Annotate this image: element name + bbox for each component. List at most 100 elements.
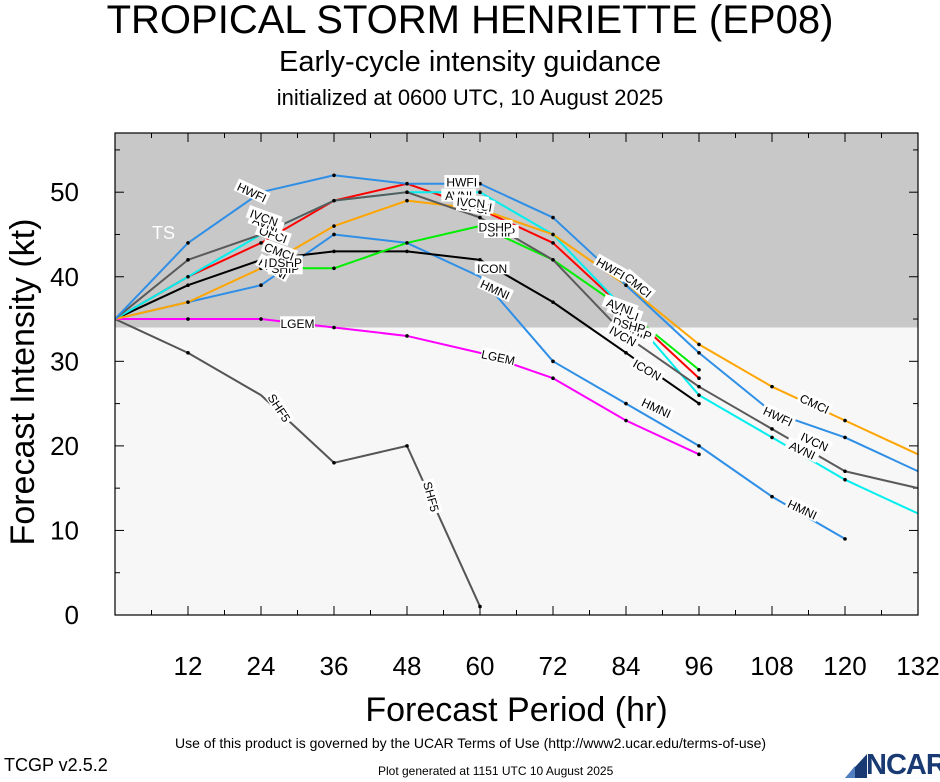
data-point [843,418,847,423]
data-point [186,274,190,279]
series-label-box [610,313,648,336]
y-tick-label: 50 [50,177,79,207]
data-point [332,224,336,228]
data-point [259,283,263,288]
series-label-box [479,346,517,367]
series-label-hwfi: HWFI [444,175,480,190]
data-point [405,249,409,254]
x-tick-label: 84 [612,651,641,681]
data-point [405,198,409,203]
series-label-lgem: LGEM [280,316,315,331]
chart-subtitle: Early-cycle intensity guidance [278,46,661,78]
data-point [697,401,701,406]
chart-init-time: initialized at 0600 UTC, 10 August 2025 [276,85,664,110]
series-line-cmci [114,199,919,456]
data-point [478,604,482,609]
generated-time: Plot generated at 1151 UTC 10 August 202… [378,764,614,778]
data-point [843,435,847,440]
plot-frame [114,132,919,616]
data-point [697,452,701,457]
x-tick-label: 120 [823,651,866,681]
x-tick-label: 132 [896,651,939,681]
series-label-dshp: DSHP [477,219,513,234]
data-point [186,317,190,321]
series-label-box [784,436,822,463]
ncar-logo: NCAR [866,749,940,781]
series-line-hmni [114,233,846,540]
data-point [624,351,628,355]
data-point [697,393,701,397]
data-point [186,351,190,355]
data-point [332,173,336,178]
data-point [697,351,701,355]
data-point [332,460,336,465]
series-label-text: HWFI [446,176,477,190]
data-point [697,367,701,372]
series-labels: SHF5SHF5LGEMLGEMHMNIHMNIHMNIHMNIICONICON… [233,175,834,523]
intensity-bands: TS [115,133,918,615]
ncar-logo-mark-icon [845,754,867,778]
series-line-ivcn [114,191,919,490]
version-label: TCGP v2.5.2 [4,755,108,775]
series-label-lgem: LGEM [479,346,517,368]
x-tick-label: 24 [247,651,276,681]
series-label-box [620,268,656,301]
data-point [551,232,555,237]
y-tick-label: 20 [50,431,79,461]
y-tick-label: 30 [50,346,79,376]
data-point [259,317,263,321]
data-point [405,190,409,194]
series-label-box [260,238,298,263]
x-tick-label: 60 [466,651,495,681]
data-point [551,241,555,245]
data-point [551,300,555,304]
x-tick-label: 48 [393,651,422,681]
data-point [624,418,628,423]
series-label-box [796,389,834,417]
x-tick-label: 36 [320,651,349,681]
series-label-box [476,275,514,303]
series-label-box [477,219,513,233]
series-label-box [784,495,822,523]
series-label-box [421,477,443,515]
series-label-text: LGEM [480,347,516,368]
series-label-text: ICON [477,262,507,276]
data-point [332,232,336,237]
intensity-band [115,327,918,615]
x-tick-label: 12 [174,651,203,681]
terms-of-use: Use of this product is governed by the U… [175,735,767,751]
series-label-ivcn: IVCN [453,193,489,211]
series-label-box [604,321,642,350]
x-tick-label: 72 [539,651,568,681]
data-point [843,469,847,474]
x-axis-label: Forecast Period (hr) [365,691,667,729]
data-point [770,427,774,431]
data-point [843,537,847,541]
data-point [770,494,774,499]
series-label-box [601,293,639,318]
series-label-text: IVCN [456,195,486,211]
series-label-box [474,261,510,275]
intensity-chart: TS SHF5SHF5LGEMLGEMHMNIHMNIHMNIHMNIICONI… [4,132,940,729]
data-point [697,376,701,381]
x-tick-label: 108 [750,651,793,681]
data-point [551,215,555,220]
data-point [551,376,555,381]
data-point [478,215,482,220]
tick-labels: 12 24 36 48 60 72 84 96 108 120 132 0 10 20 30 40 50 [50,177,940,681]
data-point [259,241,263,245]
data-point [478,258,482,262]
data-point [697,342,701,347]
data-point [186,300,190,304]
data-point [624,283,628,288]
series-label-box [592,253,630,283]
data-point [332,198,336,203]
x-tick-label: 96 [685,651,714,681]
band-label: TS [152,223,175,243]
series-line-avni [114,191,919,515]
data-point [551,258,555,262]
series-label-icon: ICON [474,261,510,276]
series-label-box [629,355,666,384]
series-label-box [280,316,315,330]
data-point [186,241,190,245]
